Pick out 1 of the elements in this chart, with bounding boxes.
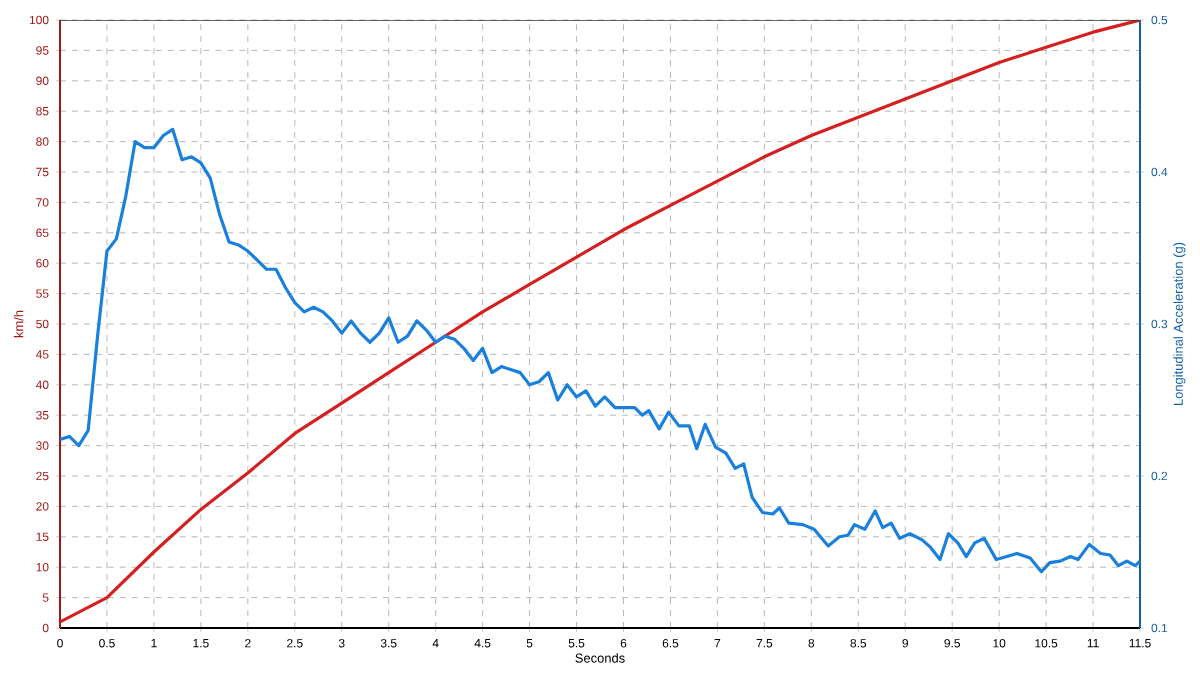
line-series xyxy=(60,19,1141,624)
